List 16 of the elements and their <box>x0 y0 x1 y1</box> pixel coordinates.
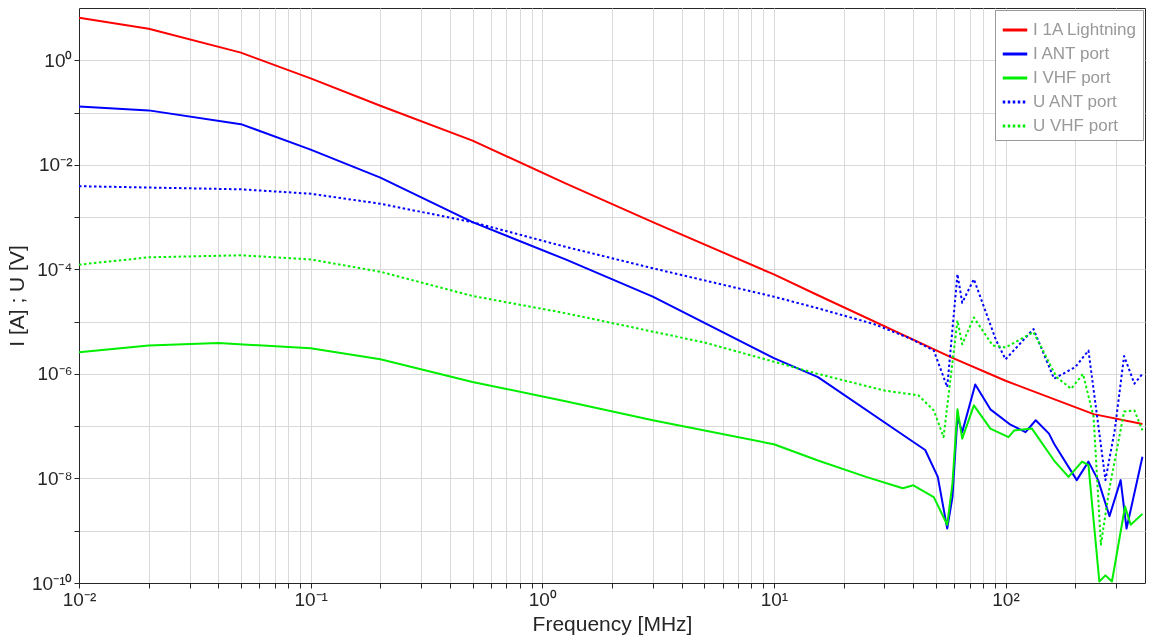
y-tick-label: 10⁻⁶ <box>37 363 73 385</box>
legend-label: I 1A Lightning <box>1033 20 1137 39</box>
y-axis-title: I [A] ; U [V] <box>5 245 29 347</box>
x-tick-label: 10¹ <box>760 588 789 610</box>
legend-label: I ANT port <box>1033 44 1110 63</box>
x-tick-label: 10² <box>992 588 1020 610</box>
x-axis-title: Frequency [MHz] <box>532 611 693 635</box>
legend-label: I VHF port <box>1033 68 1111 87</box>
y-tick-label: 10⁻⁴ <box>37 258 73 280</box>
x-tick-label: 10⁰ <box>528 588 557 610</box>
x-tick-label: 10⁻¹ <box>294 588 328 610</box>
y-tick-label: 10⁻⁸ <box>37 467 73 489</box>
y-tick-label: 10⁻² <box>39 154 73 176</box>
y-tick-label: 10⁰ <box>44 49 73 71</box>
legend-label: U ANT port <box>1033 92 1118 111</box>
legend-label: U VHF port <box>1033 116 1119 135</box>
